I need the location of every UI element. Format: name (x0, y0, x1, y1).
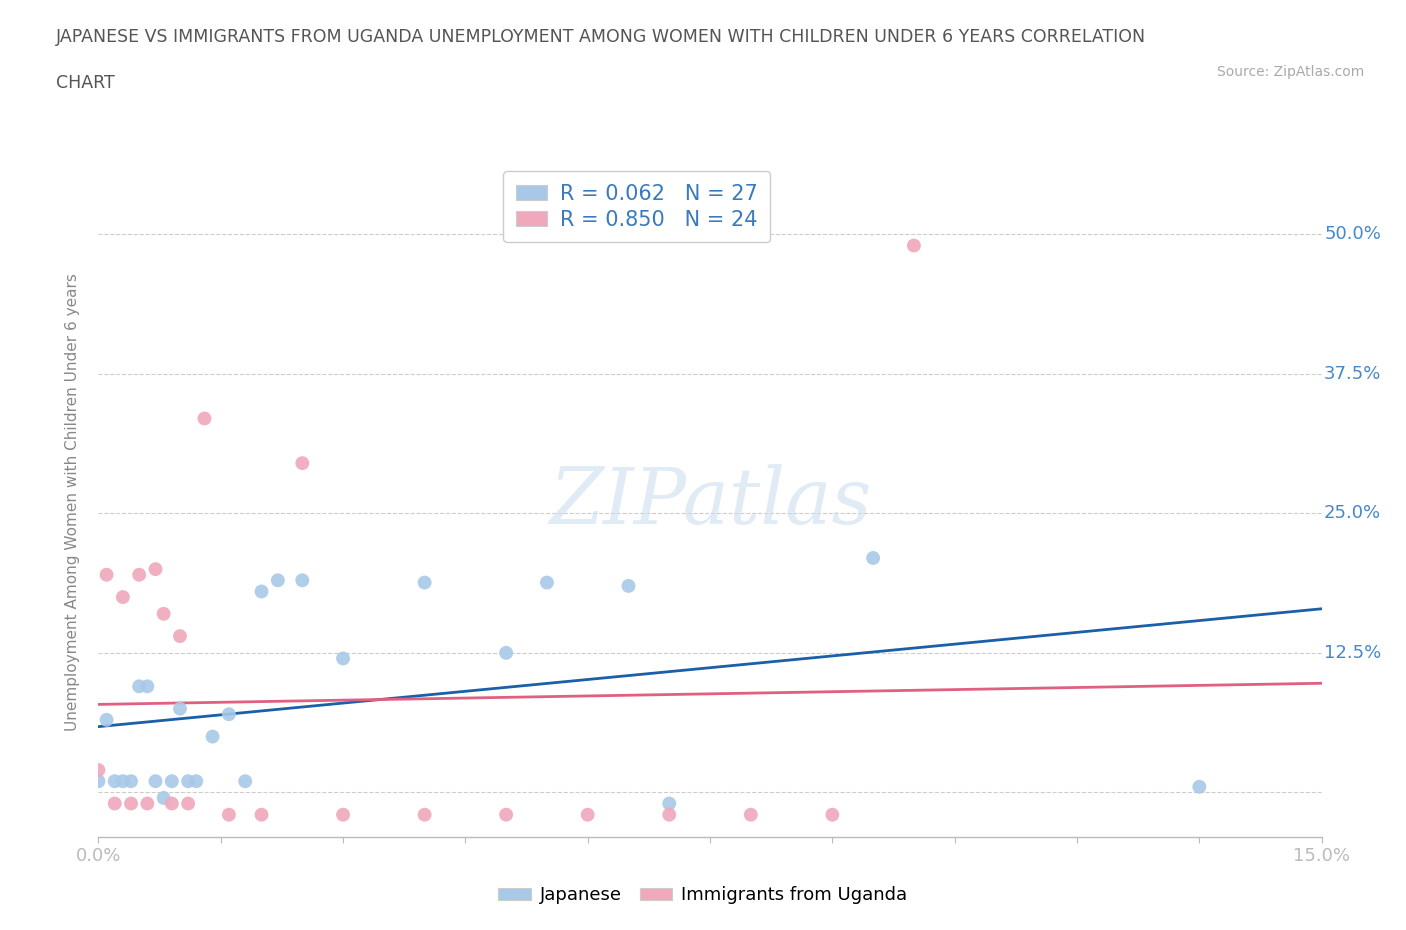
Point (332, 651, 354, 666)
Point (218, 707, 240, 722)
Point (128, 567, 150, 582)
Point (169, 701, 191, 716)
Text: 25.0%: 25.0% (1324, 504, 1381, 523)
Point (120, 796, 142, 811)
Point (160, 774, 183, 789)
Point (413, 575, 436, 590)
Point (413, 807, 436, 822)
Point (145, 562, 167, 577)
Point (169, 629, 191, 644)
Point (821, 807, 844, 822)
Point (136, 796, 159, 811)
Point (128, 679, 150, 694)
Point (201, 729, 224, 744)
Point (495, 645, 517, 660)
Point (145, 774, 167, 789)
Point (87, 774, 110, 789)
Text: 12.5%: 12.5% (1324, 644, 1381, 662)
Point (617, 578, 640, 593)
Point (495, 807, 517, 822)
Point (576, 807, 599, 822)
Text: ZIPatlas: ZIPatlas (548, 464, 872, 540)
Point (104, 796, 127, 811)
Point (136, 679, 159, 694)
Point (96, 712, 118, 727)
Point (177, 796, 200, 811)
Point (111, 590, 134, 604)
Point (177, 774, 200, 789)
Point (152, 606, 174, 621)
Point (96, 567, 118, 582)
Point (104, 774, 127, 789)
Point (862, 551, 884, 565)
Point (233, 774, 256, 789)
Text: JAPANESE VS IMMIGRANTS FROM UGANDA UNEMPLOYMENT AMONG WOMEN WITH CHILDREN UNDER : JAPANESE VS IMMIGRANTS FROM UGANDA UNEMP… (56, 28, 1146, 46)
Point (291, 573, 314, 588)
Point (740, 807, 762, 822)
Point (903, 238, 925, 253)
Point (250, 584, 273, 599)
Text: CHART: CHART (56, 74, 115, 92)
Point (1188, 779, 1211, 794)
Point (536, 575, 558, 590)
Point (193, 411, 215, 426)
Point (658, 796, 681, 811)
Y-axis label: Unemployment Among Women with Children Under 6 years: Unemployment Among Women with Children U… (65, 273, 80, 731)
Point (87, 763, 110, 777)
Text: 50.0%: 50.0% (1324, 225, 1381, 244)
Point (152, 790, 174, 805)
Point (186, 774, 208, 789)
Point (111, 774, 134, 789)
Legend: R = 0.062   N = 27, R = 0.850   N = 24: R = 0.062 N = 27, R = 0.850 N = 24 (503, 171, 770, 243)
Point (160, 796, 183, 811)
Point (250, 807, 273, 822)
Point (658, 807, 681, 822)
Legend: Japanese, Immigrants from Uganda: Japanese, Immigrants from Uganda (491, 879, 915, 911)
Point (332, 807, 354, 822)
Point (120, 774, 142, 789)
Text: 37.5%: 37.5% (1324, 365, 1382, 383)
Point (267, 573, 290, 588)
Text: Source: ZipAtlas.com: Source: ZipAtlas.com (1216, 65, 1364, 79)
Point (291, 456, 314, 471)
Point (218, 807, 240, 822)
